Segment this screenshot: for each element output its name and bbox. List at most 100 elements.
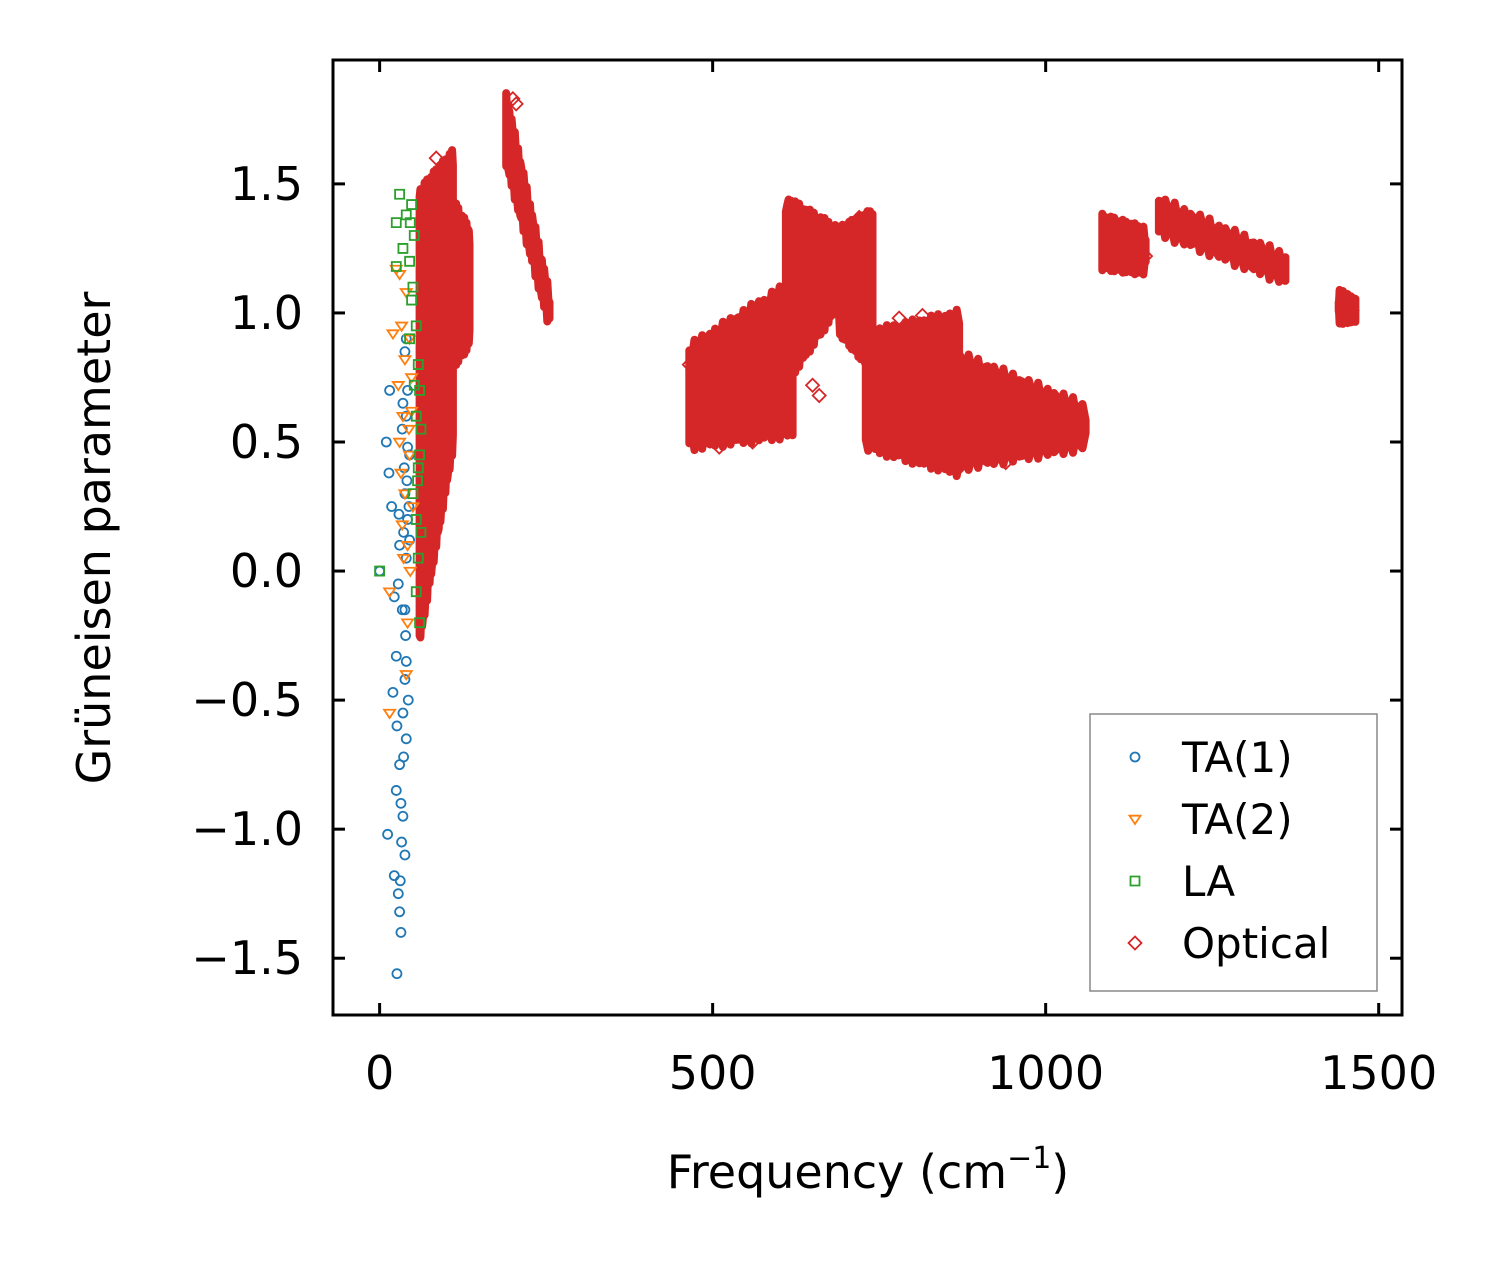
ta-1-point xyxy=(396,423,408,435)
optical-band xyxy=(955,349,1090,474)
optical-point xyxy=(1344,302,1360,319)
ta-1-point xyxy=(392,578,404,590)
x-axis-title-exponent: −1 xyxy=(1007,1141,1051,1176)
ta-1-point xyxy=(400,733,412,745)
y-tick-label: −0.5 xyxy=(191,673,303,727)
optical-point xyxy=(851,209,867,226)
la-point xyxy=(390,261,402,272)
y-tick-label: 1.5 xyxy=(230,157,303,211)
ta-2-point xyxy=(385,329,401,341)
ta-1-point xyxy=(380,436,392,448)
ta-1-point xyxy=(393,508,405,520)
optical-band xyxy=(781,195,844,385)
la-point xyxy=(412,552,424,564)
ta-1-point xyxy=(404,534,415,546)
legend-marker-ta-1 xyxy=(1129,751,1141,763)
legend: TA(1) TA(2) LA Optical xyxy=(1089,713,1378,992)
x-axis: 0 500 1000 1500 xyxy=(365,60,1437,1100)
ta-2-point xyxy=(392,437,407,449)
y-axis: −1.5 −1.0 −0.5 0.0 0.5 1.0 1.5 xyxy=(191,157,1402,985)
ta-2-point xyxy=(382,708,397,720)
ta-2-point xyxy=(402,334,417,346)
la-point xyxy=(400,209,412,221)
optical-band xyxy=(685,277,797,455)
ta-1-point xyxy=(399,674,411,685)
ta-2-point xyxy=(391,381,406,392)
ta-1-point xyxy=(399,346,411,358)
ta-1-point xyxy=(388,870,400,882)
ta-1-point xyxy=(398,462,410,474)
y-tick-label: −1.5 xyxy=(191,931,303,985)
ta-2-point xyxy=(399,288,414,299)
la-point xyxy=(404,255,415,267)
optical-point xyxy=(431,163,448,179)
ta-1-point xyxy=(398,526,410,538)
ta-2-point xyxy=(399,670,414,681)
ta-1-point xyxy=(399,849,411,861)
optical-point xyxy=(764,421,781,437)
ta-1-point xyxy=(396,604,408,616)
ta-1-point xyxy=(400,655,412,667)
ta-2-point xyxy=(392,270,407,281)
ta-2-point xyxy=(404,373,419,385)
ta-2-point xyxy=(400,618,415,630)
la-point xyxy=(390,217,402,229)
optical-band xyxy=(1334,285,1360,328)
ta-2-point xyxy=(397,355,413,366)
la-point xyxy=(374,565,386,577)
ta-1-point xyxy=(402,694,414,706)
ta-1-point xyxy=(397,707,409,719)
ta-1-point xyxy=(401,475,413,487)
legend-marker-ta-2 xyxy=(1127,814,1143,826)
optical-point xyxy=(1157,201,1174,218)
la-point xyxy=(410,320,422,332)
optical-point xyxy=(891,310,907,326)
optical-point xyxy=(1134,253,1151,270)
la-point xyxy=(408,379,420,391)
legend-item-optical: Optical xyxy=(1127,919,1330,968)
legend-label: LA xyxy=(1182,857,1235,906)
ta-2-point xyxy=(395,411,411,423)
la-point xyxy=(407,281,419,293)
ta-2-point xyxy=(405,502,421,514)
optical-point xyxy=(505,90,521,107)
optical-point xyxy=(811,387,827,404)
ta-2-point xyxy=(396,553,411,565)
legend-item-ta-2: TA(2) xyxy=(1127,795,1293,844)
optical-point xyxy=(1071,421,1087,437)
y-tick-label: 0.5 xyxy=(230,415,303,469)
optical-band xyxy=(861,305,964,481)
la-point xyxy=(410,514,422,525)
y-tick-label: 0.0 xyxy=(230,544,303,598)
optical-point xyxy=(1114,227,1131,244)
ta-2-point xyxy=(395,520,410,532)
x-axis-title-end: ) xyxy=(1051,1145,1069,1199)
ta-1-point xyxy=(383,467,395,479)
optical-point xyxy=(997,454,1014,471)
la-point xyxy=(397,243,409,254)
la-point xyxy=(414,449,425,461)
optical-point xyxy=(1137,248,1154,264)
ta-1-point xyxy=(400,552,412,564)
ta-1-point xyxy=(394,875,406,887)
ta-1-point xyxy=(391,720,403,732)
ta-1-point xyxy=(387,686,399,698)
ta-2-point xyxy=(401,424,417,436)
la-point xyxy=(414,384,425,396)
ta-1-point xyxy=(390,785,402,796)
la-point xyxy=(412,475,423,487)
legend-item-la: LA xyxy=(1129,857,1235,906)
ta-1-point xyxy=(386,501,398,512)
legend-marker-optical xyxy=(1127,935,1143,951)
ta-1-point xyxy=(396,836,408,848)
legend-marker-la xyxy=(1129,875,1141,887)
ta-1-point xyxy=(374,565,386,577)
optical-band xyxy=(502,89,554,326)
x-axis-title-main: Frequency (cm xyxy=(667,1145,1007,1199)
optical-point xyxy=(744,434,761,450)
ta-1-point xyxy=(394,906,406,918)
la-point xyxy=(404,333,415,345)
la-point xyxy=(406,294,417,306)
axes-frame xyxy=(331,58,1404,1017)
